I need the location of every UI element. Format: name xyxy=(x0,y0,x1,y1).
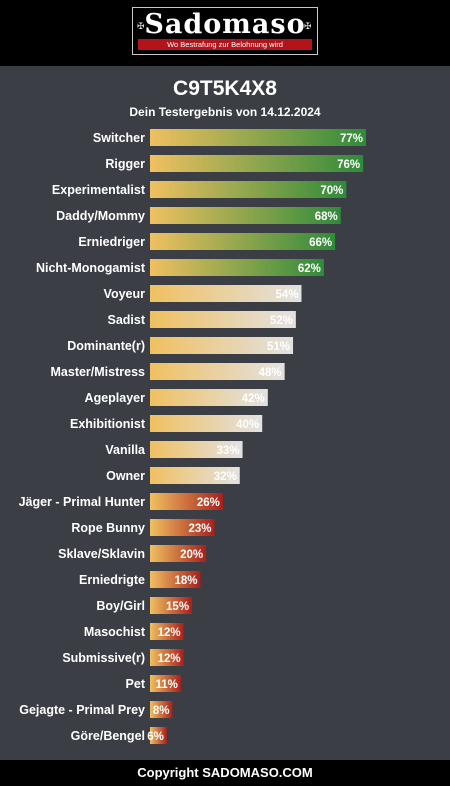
data-label: 26% xyxy=(197,497,220,509)
data-label: 70% xyxy=(320,185,343,197)
data-label: 23% xyxy=(188,523,211,535)
bar xyxy=(150,441,243,458)
bar xyxy=(150,623,184,640)
data-label: 54% xyxy=(275,289,298,301)
bar xyxy=(150,337,294,354)
bar xyxy=(150,181,347,198)
data-label: 6% xyxy=(147,731,164,743)
bar xyxy=(150,467,240,484)
ornament-left-icon: ✠ xyxy=(137,21,145,31)
data-label: 42% xyxy=(242,393,265,405)
data-label: 66% xyxy=(309,237,332,249)
data-label: 12% xyxy=(158,653,181,665)
sadomaso-logo[interactable]: ✠ ✠ Sadomaso Wo Bestrafung zur Belohnung… xyxy=(132,7,318,55)
bar xyxy=(150,129,366,146)
bar xyxy=(150,207,341,224)
bar xyxy=(150,389,268,406)
category-label: Master/Mistress xyxy=(51,365,146,379)
bar xyxy=(150,233,336,250)
category-label: Rope Bunny xyxy=(71,521,145,535)
bar xyxy=(150,311,296,328)
data-label: 15% xyxy=(166,601,189,613)
footer-copyright: Copyright SADOMASO.COM xyxy=(137,765,313,780)
category-label: Erniedrigte xyxy=(79,573,145,587)
data-label: 62% xyxy=(298,263,321,275)
bar xyxy=(150,415,263,432)
bar xyxy=(150,285,302,302)
category-label: Sadist xyxy=(107,313,145,327)
bar xyxy=(150,597,193,614)
category-label: Vanilla xyxy=(105,443,146,457)
page-title: C9T5K4X8 xyxy=(173,77,277,100)
category-label: Exhibitionist xyxy=(70,417,146,431)
data-label: 20% xyxy=(180,549,203,561)
data-label: 33% xyxy=(217,445,240,457)
category-label: Experimentalist xyxy=(52,183,146,197)
data-label: 40% xyxy=(236,419,259,431)
category-label: Jäger - Primal Hunter xyxy=(19,495,146,509)
page-subtitle: Dein Testergebnis von 14.12.2024 xyxy=(129,105,321,119)
data-label: 77% xyxy=(340,133,363,145)
top-bar: ✠ ✠ Sadomaso Wo Bestrafung zur Belohnung… xyxy=(0,0,450,66)
data-label: 52% xyxy=(270,315,293,327)
logo-wordmark: Sadomaso xyxy=(144,9,306,40)
category-label: Nicht-Monogamist xyxy=(36,261,146,275)
data-label: 32% xyxy=(214,471,237,483)
ornament-right-icon: ✠ xyxy=(304,21,312,31)
category-label: Rigger xyxy=(105,157,145,171)
data-label: 8% xyxy=(153,705,170,717)
bar xyxy=(150,519,215,536)
data-label: 76% xyxy=(337,159,360,171)
bar xyxy=(150,571,201,588)
bar xyxy=(150,701,173,718)
category-label: Boy/Girl xyxy=(96,599,145,613)
footer: Copyright SADOMASO.COM xyxy=(0,760,450,786)
category-label: Submissive(r) xyxy=(62,651,145,665)
category-label: Sklave/Sklavin xyxy=(58,547,145,561)
data-label: 11% xyxy=(155,679,177,691)
data-label: 51% xyxy=(267,341,290,353)
data-label: 48% xyxy=(259,367,282,379)
category-label: Switcher xyxy=(93,131,145,145)
result-bar-chart: Switcher 77% Rigger 76% Experimentalist 70% Da… xyxy=(19,129,366,744)
category-label: Daddy/Mommy xyxy=(56,209,145,223)
data-label: 68% xyxy=(315,211,338,223)
category-label: Voyeur xyxy=(104,287,146,301)
category-label: Masochist xyxy=(84,625,146,639)
category-label: Göre/Bengel xyxy=(71,729,145,743)
category-label: Owner xyxy=(106,469,145,483)
data-label: 12% xyxy=(158,627,181,639)
category-label: Pet xyxy=(126,677,146,691)
bar xyxy=(150,493,223,510)
category-label: Gejagte - Primal Prey xyxy=(19,703,145,717)
bar xyxy=(150,545,207,562)
logo-tagline: Wo Bestrafung zur Belohnung wird xyxy=(138,39,312,50)
bar xyxy=(150,649,184,666)
bar xyxy=(150,727,167,744)
category-label: Dominante(r) xyxy=(67,339,145,353)
data-label: 18% xyxy=(174,575,197,587)
bar xyxy=(150,259,324,276)
bar xyxy=(150,155,364,172)
bar xyxy=(150,363,285,380)
category-label: Ageplayer xyxy=(85,391,146,405)
category-label: Erniedriger xyxy=(78,235,145,249)
bar xyxy=(150,675,181,692)
